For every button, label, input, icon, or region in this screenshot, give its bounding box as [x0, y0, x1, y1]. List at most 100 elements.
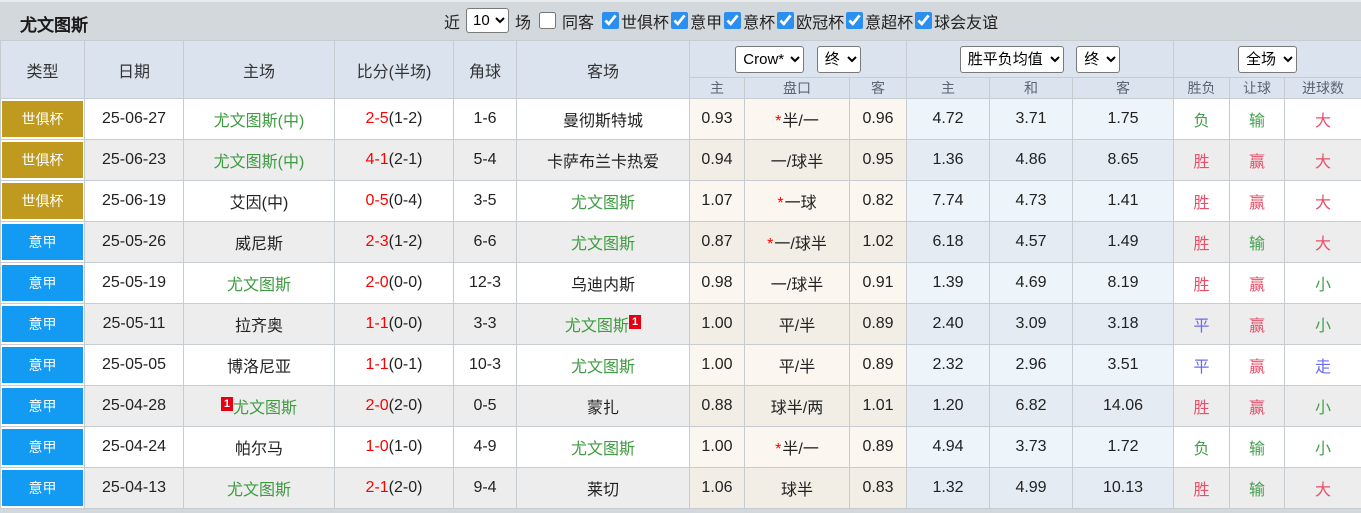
date-cell: 25-04-24	[84, 426, 184, 468]
goals-result-cell: 大	[1284, 221, 1361, 263]
team-name: 尤文图斯	[233, 400, 298, 417]
handicap-cell: *一/球半	[744, 221, 850, 263]
avg-away-cell: 10.13	[1072, 467, 1175, 509]
period-select[interactable]: 全场	[1238, 45, 1298, 73]
home-team-cell: 艾因(中)	[183, 180, 335, 222]
half-time-score: (1-2)	[388, 233, 423, 250]
competition-tag: 意甲	[2, 429, 83, 465]
result-cell: 平	[1173, 303, 1231, 345]
avg-draw-cell: 4.99	[989, 467, 1074, 509]
competition-tag: 意甲	[2, 388, 83, 424]
goals-result-cell: 大	[1284, 139, 1361, 181]
date-cell: 25-05-26	[84, 221, 184, 263]
handicap-text: 平/半	[778, 359, 816, 376]
handicap-result-cell: 输	[1229, 467, 1286, 509]
home-team-cell: 博洛尼亚	[183, 344, 335, 386]
home-odds-cell: 0.93	[689, 98, 745, 140]
score-cell: 2-3(1-2)	[334, 221, 454, 263]
away-team-cell: 尤文图斯	[516, 426, 690, 468]
competition-checkbox[interactable]	[915, 12, 933, 29]
competition-checkbox[interactable]	[777, 12, 795, 29]
type-cell: 意甲	[0, 426, 85, 468]
corners-cell: 3-3	[453, 303, 517, 345]
team-name: 曼彻斯特城	[562, 113, 643, 130]
away-odds-cell: 1.01	[848, 385, 908, 427]
odds-time-select[interactable]: 终	[816, 45, 861, 73]
bookmaker-select[interactable]: Crow*	[735, 45, 805, 73]
result-cell: 负	[1173, 98, 1231, 140]
team-name: 尤文图斯	[564, 318, 629, 335]
handicap-result-cell: 输	[1229, 221, 1286, 263]
result-cell: 胜	[1173, 221, 1231, 263]
avg-home-cell: 2.32	[906, 344, 991, 386]
handicap-cell: *一球	[744, 180, 850, 222]
away-odds-cell: 0.83	[848, 467, 908, 509]
sub-header-row: 主盘口客主和客胜负 让球 进球数	[1, 77, 1361, 99]
away-odds-cell: 0.89	[848, 426, 908, 468]
full-time-score: 1-0	[365, 438, 389, 455]
table-row: 意甲 25-05-11 拉齐奥 1-1(0-0) 3-3 尤文图斯 1 1.00 平/半 0.89…	[0, 303, 1361, 345]
handicap-cell: 一/球半	[744, 262, 850, 304]
home-odds-cell: 0.88	[689, 385, 745, 427]
competition-checkbox[interactable]	[846, 12, 864, 29]
half-time-score: (1-0)	[388, 438, 423, 455]
team-name: 尤文图斯	[226, 277, 291, 294]
avg-home-cell: 1.36	[906, 139, 991, 181]
half-time-score: (0-4)	[388, 192, 423, 209]
competition-tag: 世俱杯	[2, 101, 83, 137]
wdl-avg-select[interactable]: 胜平负均值	[959, 45, 1064, 73]
result-cell: 胜	[1173, 139, 1231, 181]
away-odds-cell: 0.91	[848, 262, 908, 304]
competition-label: 意甲	[690, 14, 723, 32]
handicap-cell: 球半/两	[744, 385, 850, 427]
type-cell: 意甲	[0, 467, 85, 509]
away-odds-cell: 0.89	[848, 344, 908, 386]
avg-away-cell: 8.65	[1072, 139, 1175, 181]
date-cell: 25-06-23	[84, 139, 184, 181]
full-time-score: 2-3	[365, 233, 389, 250]
same-away-checkbox[interactable]	[539, 12, 557, 29]
corners-cell: 3-5	[453, 180, 517, 222]
competition-checkbox[interactable]	[724, 12, 742, 29]
wdl-time-select[interactable]: 终	[1076, 45, 1121, 73]
header-row: 类型 日期 主场 比分(半场) 角球 客场 Crow* 终 胜平负均值 终 全场	[0, 40, 1361, 99]
team-name: 卡萨布兰卡热爱	[546, 154, 659, 171]
team-name: 艾因(中)	[229, 195, 289, 212]
full-time-score: 4-1	[365, 151, 389, 168]
half-time-score: (1-2)	[388, 110, 423, 127]
corners-cell: 9-4	[453, 467, 517, 509]
result-cell: 胜	[1173, 262, 1231, 304]
result-cell: 胜	[1173, 180, 1231, 222]
table-row: 意甲 25-04-24 帕尔马 1-0(1-0) 4-9 尤文图斯 1.00 *半/一 0.89…	[0, 426, 1361, 468]
away-team-cell: 尤文图斯 1	[516, 303, 690, 345]
handicap-result-cell: 赢	[1229, 262, 1286, 304]
avg-draw-cell: 4.69	[989, 262, 1074, 304]
near-count-select[interactable]: 10	[466, 8, 510, 33]
type-cell: 意甲	[0, 262, 85, 304]
away-team-cell: 乌迪内斯	[516, 262, 690, 304]
result-cell: 胜	[1173, 385, 1231, 427]
home-team-cell: 尤文图斯	[183, 467, 335, 509]
type-cell: 意甲	[0, 344, 85, 386]
away-team-cell: 曼彻斯特城	[516, 98, 690, 140]
score-cell: 1-0(1-0)	[334, 426, 454, 468]
goals-result-cell: 大	[1284, 467, 1361, 509]
competition-label: 欧冠杯	[796, 14, 845, 32]
type-cell: 意甲	[0, 303, 85, 345]
avg-home-cell: 1.39	[906, 262, 991, 304]
competition-checkbox[interactable]	[602, 12, 620, 29]
handicap-result-cell: 赢	[1229, 303, 1286, 345]
competition-filters: 世俱杯 意甲 意杯 欧冠杯 意超杯 球会友谊	[600, 9, 998, 33]
col-header-type: 类型	[0, 40, 85, 99]
team-name: 莱切	[586, 482, 619, 499]
competition-checkbox[interactable]	[671, 12, 689, 29]
red-card-badge: 1	[220, 397, 234, 411]
handicap-cell: 一/球半	[744, 139, 850, 181]
type-cell: 世俱杯	[0, 180, 85, 222]
team-name: 尤文图斯(中)	[213, 113, 305, 130]
half-time-score: (0-1)	[388, 356, 423, 373]
goals-result-cell: 小	[1284, 426, 1361, 468]
home-odds-cell: 1.00	[689, 344, 745, 386]
match-table-body: 世俱杯 25-06-27 尤文图斯(中) 2-5(1-2) 1-6 曼彻斯特城 0.93 *半…	[0, 98, 1361, 509]
team-name: 尤文图斯	[226, 482, 291, 499]
